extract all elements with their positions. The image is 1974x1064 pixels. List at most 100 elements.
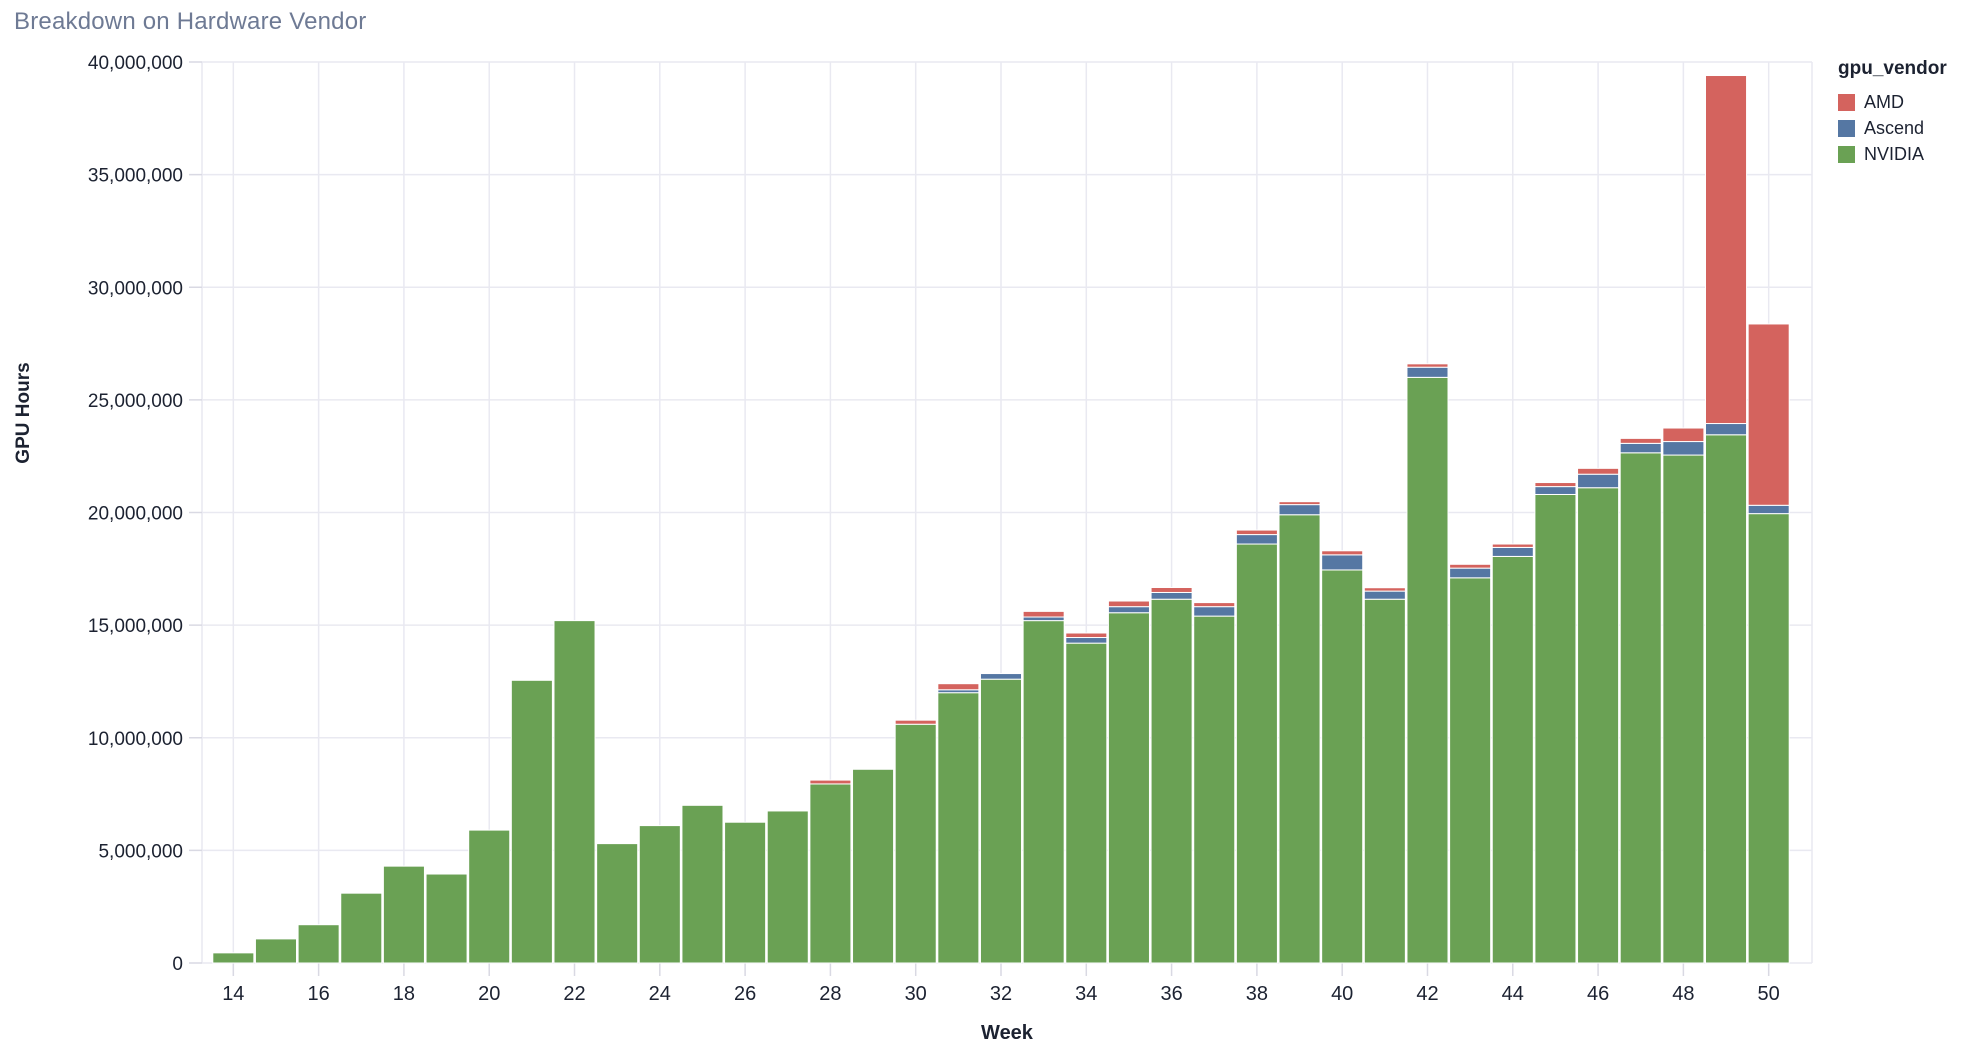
bar-segment-ascend-week-41[interactable] xyxy=(1363,590,1406,600)
x-tick-label: 16 xyxy=(307,983,329,1005)
bar-segment-nvidia-week-42[interactable] xyxy=(1406,376,1449,964)
x-tick-label: 50 xyxy=(1758,983,1780,1005)
bar-segment-nvidia-week-23[interactable] xyxy=(596,843,639,964)
legend-label: Ascend xyxy=(1864,117,1925,138)
bar-segment-ascend-week-33[interactable] xyxy=(1022,616,1065,622)
bar-segment-nvidia-week-39[interactable] xyxy=(1278,514,1321,964)
bar-segment-nvidia-week-38[interactable] xyxy=(1235,543,1278,964)
bar-segment-nvidia-week-17[interactable] xyxy=(340,892,383,964)
bar-segment-nvidia-week-19[interactable] xyxy=(425,873,468,964)
x-tick-label: 22 xyxy=(563,983,585,1005)
bar-segment-nvidia-week-24[interactable] xyxy=(638,825,681,964)
bar-segment-nvidia-week-29[interactable] xyxy=(852,768,895,964)
bar-segment-nvidia-week-14[interactable] xyxy=(212,952,255,964)
bar-segment-nvidia-week-20[interactable] xyxy=(468,829,511,964)
bar-segment-nvidia-week-31[interactable] xyxy=(937,692,980,964)
legend-item-nvidia[interactable]: NVIDIA xyxy=(1838,144,1968,164)
bar-segment-nvidia-week-35[interactable] xyxy=(1107,612,1150,964)
bar-segment-nvidia-week-37[interactable] xyxy=(1193,615,1236,964)
bar-segment-amd-week-47[interactable] xyxy=(1619,437,1662,444)
bar-segment-amd-week-37[interactable] xyxy=(1193,602,1236,608)
bar-segment-nvidia-week-43[interactable] xyxy=(1449,577,1492,964)
bar-segment-amd-week-42[interactable] xyxy=(1406,363,1449,368)
legend-item-amd[interactable]: AMD xyxy=(1838,92,1968,112)
legend: gpu_vendor AMD Ascend NVIDIA xyxy=(1838,58,1968,170)
y-tick-label: 35,000,000 xyxy=(88,166,183,187)
bar-segment-nvidia-week-22[interactable] xyxy=(553,620,596,964)
x-tick-label: 34 xyxy=(1075,983,1097,1005)
bar-segment-amd-week-39[interactable] xyxy=(1278,501,1321,506)
bar-segment-ascend-week-50[interactable] xyxy=(1747,504,1790,515)
bar-segment-ascend-week-47[interactable] xyxy=(1619,442,1662,454)
bar-segment-amd-week-45[interactable] xyxy=(1534,482,1577,488)
legend-label: AMD xyxy=(1864,91,1904,112)
bar-segment-ascend-week-42[interactable] xyxy=(1406,366,1449,378)
bar-segment-nvidia-week-16[interactable] xyxy=(297,924,340,964)
bar-segment-nvidia-week-36[interactable] xyxy=(1150,598,1193,964)
bar-segment-ascend-week-44[interactable] xyxy=(1491,546,1534,557)
bar-segment-ascend-week-48[interactable] xyxy=(1662,441,1705,456)
bar-segment-amd-week-36[interactable] xyxy=(1150,587,1193,593)
bar-segment-amd-week-43[interactable] xyxy=(1449,563,1492,569)
bar-segment-ascend-week-36[interactable] xyxy=(1150,591,1193,600)
bar-segment-nvidia-week-28[interactable] xyxy=(809,783,852,964)
bar-segment-nvidia-week-18[interactable] xyxy=(382,865,425,964)
bar-segment-amd-week-46[interactable] xyxy=(1577,467,1620,475)
bar-segment-nvidia-week-32[interactable] xyxy=(979,678,1023,964)
bar-segment-amd-week-49[interactable] xyxy=(1705,75,1748,425)
bar-segment-ascend-week-34[interactable] xyxy=(1065,637,1108,644)
bar-segment-ascend-week-32[interactable] xyxy=(979,673,1023,680)
bar-segment-nvidia-week-21[interactable] xyxy=(510,679,553,964)
bar-segment-amd-week-50[interactable] xyxy=(1747,323,1790,506)
bar-segment-nvidia-week-50[interactable] xyxy=(1747,513,1790,964)
bar-segment-ascend-week-40[interactable] xyxy=(1321,554,1364,571)
bar-segment-amd-week-40[interactable] xyxy=(1321,550,1364,556)
bar-segment-nvidia-week-33[interactable] xyxy=(1022,620,1065,964)
bar-segment-nvidia-week-27[interactable] xyxy=(766,810,809,964)
bar-segment-amd-week-31[interactable] xyxy=(937,683,980,691)
bar-segment-nvidia-week-15[interactable] xyxy=(254,938,297,964)
bar-segment-nvidia-week-30[interactable] xyxy=(894,723,937,964)
bar-segment-ascend-week-37[interactable] xyxy=(1193,606,1236,617)
legend-item-ascend[interactable]: Ascend xyxy=(1838,118,1968,138)
y-tick-label: 30,000,000 xyxy=(88,278,183,299)
bar-segment-amd-week-48[interactable] xyxy=(1662,427,1705,443)
bar-segment-ascend-week-46[interactable] xyxy=(1577,473,1620,489)
bar-segment-amd-week-35[interactable] xyxy=(1107,600,1150,608)
bar-segment-amd-week-33[interactable] xyxy=(1022,610,1065,618)
bar-segment-nvidia-week-41[interactable] xyxy=(1363,598,1406,964)
x-tick-label: 42 xyxy=(1416,983,1438,1005)
bar-segment-nvidia-week-34[interactable] xyxy=(1065,642,1108,964)
bar-segment-ascend-week-49[interactable] xyxy=(1705,423,1748,436)
bar-segment-nvidia-week-48[interactable] xyxy=(1662,454,1705,964)
bar-segment-amd-week-41[interactable] xyxy=(1363,587,1406,592)
y-tick-label: 40,000,000 xyxy=(88,53,183,74)
bar-segment-nvidia-week-26[interactable] xyxy=(724,821,767,964)
x-axis-title: Week xyxy=(981,1022,1033,1044)
bar-segment-amd-week-28[interactable] xyxy=(809,779,852,785)
bar-segment-nvidia-week-40[interactable] xyxy=(1321,569,1364,964)
x-tick-label: 26 xyxy=(734,983,756,1005)
y-axis-title: GPU Hours xyxy=(13,362,34,464)
y-tick-label: 25,000,000 xyxy=(88,391,183,412)
bar-segment-amd-week-38[interactable] xyxy=(1235,529,1278,536)
bar-segment-ascend-week-35[interactable] xyxy=(1107,606,1150,614)
bar-segment-amd-week-44[interactable] xyxy=(1491,543,1534,548)
bar-segment-ascend-week-45[interactable] xyxy=(1534,486,1577,495)
bar-segment-nvidia-week-47[interactable] xyxy=(1619,452,1662,964)
bar-segment-amd-week-34[interactable] xyxy=(1065,632,1108,639)
x-tick-label: 32 xyxy=(990,983,1012,1005)
y-tick-label: 5,000,000 xyxy=(98,841,183,862)
bar-segment-amd-week-30[interactable] xyxy=(894,719,937,725)
bar-segment-nvidia-week-45[interactable] xyxy=(1534,493,1577,964)
bar-segment-ascend-week-39[interactable] xyxy=(1278,504,1321,516)
bar-segment-ascend-week-43[interactable] xyxy=(1449,567,1492,579)
bar-segment-nvidia-week-49[interactable] xyxy=(1705,434,1748,964)
x-tick-label: 18 xyxy=(393,983,415,1005)
bar-segment-nvidia-week-46[interactable] xyxy=(1577,487,1620,964)
bar-segment-nvidia-week-44[interactable] xyxy=(1491,555,1534,964)
bar-segment-ascend-week-38[interactable] xyxy=(1235,534,1278,545)
bar-segment-nvidia-week-25[interactable] xyxy=(681,804,724,964)
y-tick-label: 15,000,000 xyxy=(88,616,183,637)
